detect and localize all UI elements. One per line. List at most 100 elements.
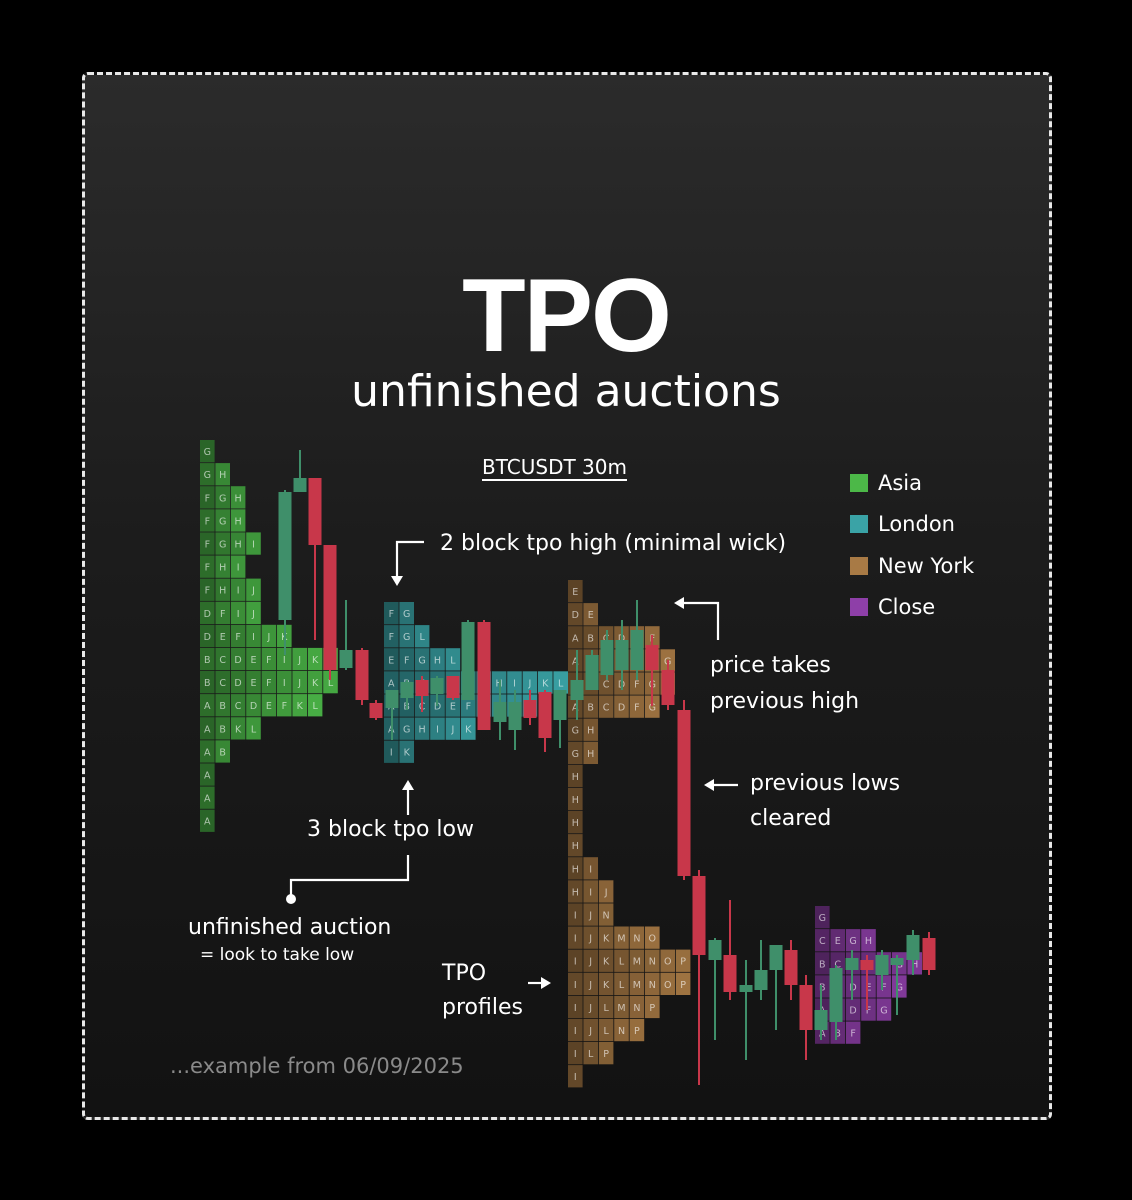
- tpo-letter: O: [664, 957, 671, 968]
- candle-body: [630, 630, 644, 670]
- candle-body: [615, 640, 629, 670]
- tpo-letter: G: [649, 703, 656, 714]
- tpo-letter: J: [588, 1003, 592, 1014]
- annotation-look-to-take-low: = look to take low: [200, 945, 355, 965]
- tpo-letter: I: [237, 586, 240, 597]
- candles-layer: [278, 450, 936, 1085]
- candle-body: [446, 676, 460, 698]
- tpo-letter: F: [205, 563, 210, 574]
- tpo-cell: [598, 672, 614, 695]
- tpo-cell: [568, 834, 583, 857]
- tpo-cell: [200, 763, 215, 786]
- tpo-letter: G: [204, 447, 211, 458]
- tpo-cell: [230, 624, 246, 648]
- tpo-cell: [583, 603, 598, 626]
- tpo-cell: [598, 949, 614, 972]
- tpo-letter: H: [572, 864, 579, 875]
- tpo-letter: N: [603, 910, 610, 921]
- tpo-cell: [845, 998, 861, 1021]
- tpo-letter: P: [649, 1003, 655, 1014]
- tpo-letter: H: [572, 887, 579, 898]
- tpo-letter: E: [572, 587, 578, 598]
- tpo-letter: G: [896, 982, 903, 993]
- tpo-letter: B: [587, 703, 594, 714]
- tpo-letter: B: [819, 959, 826, 970]
- ticker-label: BTCUSDT 30m: [482, 455, 627, 479]
- tpo-letter: D: [204, 609, 211, 620]
- tpo-letter: L: [419, 632, 425, 643]
- tpo-letter: G: [219, 493, 226, 504]
- candle-body: [323, 545, 337, 670]
- tpo-letter: L: [588, 1049, 594, 1060]
- tpo-cell: [568, 695, 583, 718]
- candle-body: [645, 645, 659, 670]
- tpo-letter: I: [513, 678, 516, 689]
- tpo-letter: I: [589, 864, 592, 875]
- page-title: TPO: [462, 258, 672, 374]
- tpo-letter: D: [572, 610, 579, 621]
- tpo-letter: I: [574, 980, 577, 991]
- candle-body: [523, 700, 537, 718]
- legend: Asia London New York Close: [850, 462, 974, 628]
- tpo-letter: H: [235, 493, 242, 504]
- tpo-cell: [583, 1018, 598, 1042]
- tpo-letter: H: [219, 586, 226, 597]
- legend-item-london: London: [850, 504, 974, 546]
- tpo-cell: [215, 486, 230, 509]
- tpo-letter: D: [234, 655, 241, 666]
- candle-body: [677, 710, 691, 876]
- tpo-cell: [861, 929, 876, 952]
- candle-body: [538, 692, 552, 738]
- tpo-letter: F: [634, 703, 639, 714]
- tpo-cell: [568, 926, 583, 949]
- annotation-line: [682, 601, 720, 640]
- tpo-cell: [261, 647, 277, 671]
- tpo-cell: [861, 998, 876, 1021]
- tpo-cell: [200, 647, 215, 671]
- annotation-prev-lows-2: cleared: [750, 806, 832, 831]
- tpo-cell: [629, 926, 645, 949]
- tpo-cell: [430, 717, 445, 740]
- tpo-letter: A: [572, 703, 579, 714]
- candle-body: [369, 703, 383, 718]
- tpo-letter: D: [434, 701, 441, 712]
- tpo-letter: H: [572, 772, 579, 783]
- tpo-cell: [583, 695, 598, 718]
- tpo-letter: P: [634, 1026, 640, 1037]
- tpo-cell: [384, 602, 399, 625]
- tpo-letter: F: [866, 1005, 871, 1016]
- tpo-cell: [215, 509, 230, 532]
- tpo-letter: J: [251, 586, 255, 597]
- tpo-letter: K: [312, 655, 319, 666]
- tpo-cell: [522, 671, 538, 694]
- tpo-letter: P: [603, 1049, 609, 1060]
- tpo-cell: [384, 671, 399, 694]
- legend-label-new-york: New York: [878, 553, 975, 578]
- tpo-cell: [215, 717, 230, 740]
- tpo-letter: H: [419, 725, 426, 736]
- tpo-letter: G: [880, 1005, 887, 1016]
- tpo-cell: [614, 695, 629, 718]
- tpo-cell: [614, 926, 629, 949]
- tpo-cell: [399, 602, 414, 625]
- tpo-letter: F: [389, 609, 394, 620]
- tpo-letter: I: [252, 539, 255, 550]
- tpo-cell: [215, 740, 230, 763]
- candle-body: [415, 680, 429, 696]
- tpo-cell: [307, 671, 323, 694]
- legend-item-new-york: New York: [850, 545, 974, 587]
- tpo-letter: F: [205, 493, 210, 504]
- tpo-letter: M: [633, 957, 641, 968]
- candle-body: [400, 682, 414, 698]
- candle-body: [477, 622, 491, 730]
- legend-label-asia: Asia: [878, 470, 923, 495]
- tpo-letter: H: [911, 959, 918, 970]
- tpo-cell: [568, 880, 583, 903]
- tpo-cell: [261, 694, 277, 717]
- tpo-letter: I: [574, 910, 577, 921]
- legend-swatch-close: [850, 598, 868, 617]
- tpo-cell: [815, 975, 830, 998]
- tpo-cell: [399, 740, 414, 763]
- tpo-cell: [645, 995, 660, 1019]
- tpo-cell: [583, 903, 598, 926]
